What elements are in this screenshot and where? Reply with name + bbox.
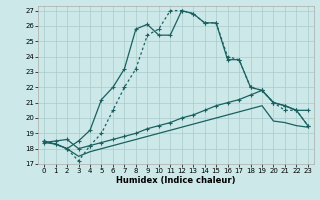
X-axis label: Humidex (Indice chaleur): Humidex (Indice chaleur): [116, 176, 236, 185]
